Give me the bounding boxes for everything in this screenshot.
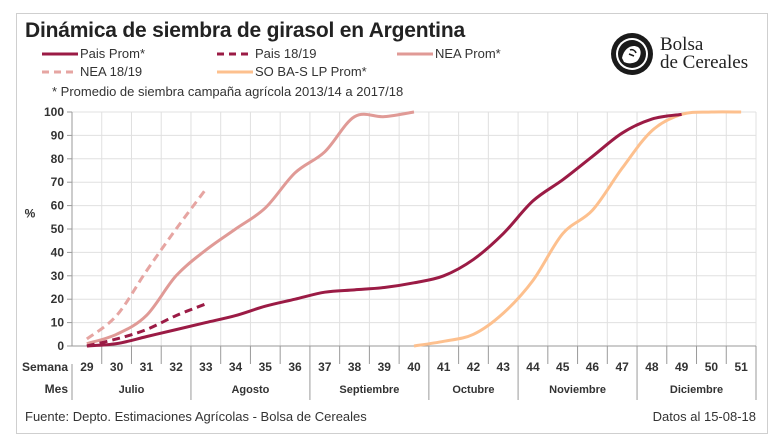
- week-tick-label: 45: [556, 360, 570, 374]
- week-tick-label: 44: [526, 360, 540, 374]
- y-tick-label: 90: [51, 128, 65, 142]
- week-tick-label: 48: [645, 360, 659, 374]
- chart-title: Dinámica de siembra de girasol en Argent…: [25, 19, 465, 42]
- legend-item-nea-1819: NEA 18/19: [42, 64, 142, 79]
- y-tick-label: 50: [51, 222, 65, 236]
- legend-swatch-nea-prom: [397, 52, 433, 55]
- series-line-nea-18-19: [85, 188, 208, 341]
- chart-subtitle-note: * Promedio de siembra campaña agrícola 2…: [52, 84, 404, 99]
- series-lines: [85, 110, 742, 348]
- y-tick-label: 20: [51, 292, 65, 306]
- axis-labels: 0 10 20 30 40 50 60 70 80 90 100% Semana 29 30 31 32 33 3…: [22, 105, 748, 396]
- logo-text: Bolsa de Cereales: [660, 34, 749, 73]
- week-tick-label: 32: [169, 360, 183, 374]
- week-tick-label: 38: [348, 360, 362, 374]
- logo-line-2: de Cereales: [660, 52, 749, 73]
- week-tick-label: 49: [675, 360, 689, 374]
- series-line-so-ba-s-lp-prom: [413, 110, 742, 348]
- week-tick-label: 36: [288, 360, 302, 374]
- legend-item-pais-1819: Pais 18/19: [217, 46, 316, 61]
- bolsa-de-cereales-logo: Bolsa de Cereales: [610, 32, 748, 76]
- legend-item-nea-prom: NEA Prom*: [397, 46, 501, 61]
- data-date: Datos al 15-08-18: [652, 409, 756, 424]
- y-tick-label: 0: [57, 339, 64, 353]
- logo-line-1: Bolsa: [660, 34, 704, 55]
- series-line-pais-18-19: [86, 302, 207, 348]
- week-tick-label: 42: [467, 360, 481, 374]
- week-tick-label: 34: [229, 360, 243, 374]
- week-tick-label: 51: [734, 360, 748, 374]
- week-tick-label: 29: [80, 360, 94, 374]
- legend-item-so-ba-s-lp-prom: SO BA-S LP Prom*: [217, 64, 367, 79]
- week-tick-label: 43: [497, 360, 511, 374]
- gridlines: [72, 111, 757, 347]
- source-note: Fuente: Depto. Estimaciones Agrícolas - …: [25, 409, 367, 424]
- y-tick-label: 10: [51, 316, 65, 330]
- legend-label: NEA 18/19: [80, 64, 143, 79]
- legend-label: Pais 18/19: [255, 46, 317, 61]
- y-axis-label: %: [25, 207, 36, 221]
- week-tick-label: 37: [318, 360, 332, 374]
- month-label: Septiembre: [339, 384, 399, 396]
- legend-swatch-pais-1819: [217, 52, 253, 55]
- y-tick-label: 30: [51, 269, 65, 283]
- y-tick-label: 40: [51, 245, 65, 259]
- legend-item-pais-prom: Pais Prom*: [42, 46, 145, 61]
- week-tick-label: 30: [110, 360, 124, 374]
- y-tick-label: 70: [51, 175, 65, 189]
- legend-label: Pais Prom*: [80, 46, 146, 61]
- axes: [67, 111, 757, 400]
- legend-swatch-nea-1819: [42, 70, 78, 73]
- y-tick-label: 60: [51, 199, 65, 213]
- y-tick-label: 80: [51, 152, 65, 166]
- month-row-label: Mes: [45, 382, 69, 396]
- seal-emblem-icon: [611, 33, 653, 75]
- week-tick-label: 46: [586, 360, 600, 374]
- chart-frame: [16, 13, 768, 434]
- week-tick-label: 33: [199, 360, 213, 374]
- week-tick-label: 39: [378, 360, 392, 374]
- week-row-label: Semana: [22, 360, 68, 374]
- month-label: Noviembre: [549, 384, 606, 396]
- legend-label: NEA Prom*: [435, 46, 501, 61]
- month-label: Julio: [119, 384, 145, 396]
- month-label: Diciembre: [670, 384, 723, 396]
- y-tick-label: 100: [44, 105, 64, 119]
- week-tick-label: 31: [140, 360, 154, 374]
- week-tick-label: 50: [705, 360, 719, 374]
- week-tick-label: 47: [615, 360, 629, 374]
- legend-swatch-pais-prom: [42, 52, 78, 55]
- series-line-pais-prom: [86, 112, 682, 348]
- legend-label: SO BA-S LP Prom*: [255, 64, 367, 79]
- legend-swatch-so-ba-s-lp-prom: [217, 70, 253, 73]
- month-label: Octubre: [452, 384, 494, 396]
- month-label: Agosto: [231, 384, 269, 396]
- week-tick-label: 41: [437, 360, 451, 374]
- week-tick-label: 35: [259, 360, 273, 374]
- series-line-nea-prom: [86, 110, 415, 346]
- week-tick-label: 40: [407, 360, 421, 374]
